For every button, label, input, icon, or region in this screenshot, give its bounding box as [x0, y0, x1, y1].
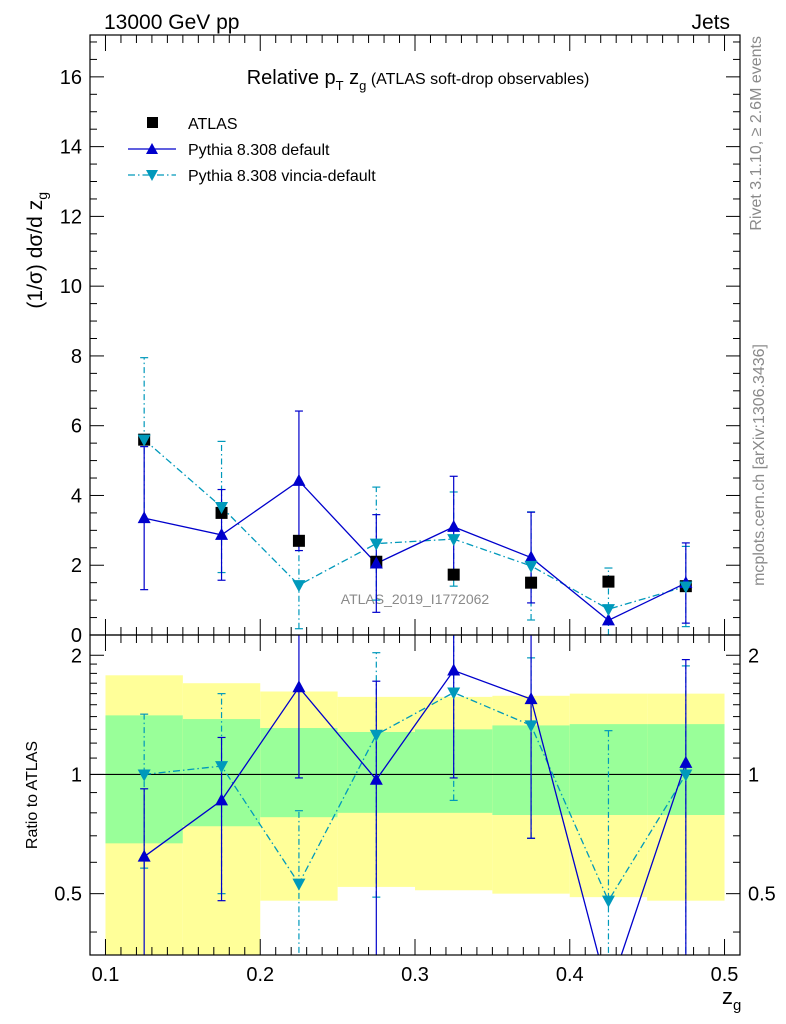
default-data-point — [601, 613, 615, 626]
default-data-point — [292, 473, 306, 486]
chart-title: Relative pT zg (ATLAS soft-drop observab… — [247, 67, 590, 93]
x-axis-ticks: 0.1 0.2 0.3 0.4 0.5 — [89, 35, 741, 986]
ratio-vincia-marker — [369, 729, 383, 742]
x-tick-label: 0.2 — [246, 964, 274, 986]
default-data-point — [215, 527, 229, 540]
legend-label-atlas: ATLAS — [188, 116, 238, 133]
legend-marker-atlas — [147, 117, 158, 128]
ratio-vincia-marker — [679, 769, 693, 782]
main-ytick-label: 6 — [71, 416, 82, 438]
ratio-default-line — [143, 669, 687, 955]
legend-label-pythia-vincia: Pythia 8.308 vincia-default — [188, 168, 376, 185]
vincia-data-point — [524, 560, 538, 573]
main-y-ticks: 0 2 4 6 8 10 12 14 16 — [60, 41, 740, 647]
main-ytick-label: 12 — [60, 206, 82, 228]
ratio-y-ticks: 0.5 0.5 1 1 2 2 — [54, 645, 776, 933]
vincia-data-point — [215, 501, 229, 514]
ratio-default-marker — [447, 663, 461, 676]
y-axis-label: (1/σ) dσ/d zg — [24, 192, 50, 309]
legend-marker-pythia-default — [146, 143, 158, 154]
vincia-data-point — [447, 534, 461, 547]
ratio-default-marker — [137, 849, 151, 862]
ratio-default-marker — [369, 772, 383, 785]
legend-label-pythia-default: Pythia 8.308 default — [188, 142, 330, 159]
ratio-data-layer — [137, 635, 693, 998]
atlas-data-point — [447, 568, 460, 581]
atlas-data-point — [292, 534, 305, 547]
ratio-vincia-marker — [137, 769, 151, 782]
ratio-ytick-label-right: 2 — [748, 645, 759, 667]
rivet-label: Rivet 3.1.10, ≥ 2.6M events — [748, 36, 765, 231]
vincia-series-line — [143, 439, 687, 610]
ratio-ytick-label: 1 — [71, 764, 82, 786]
ratio-vincia-marker — [524, 720, 538, 733]
header-left: 13000 GeV pp — [104, 11, 239, 34]
ratio-vincia-marker — [601, 895, 615, 908]
vincia-data-point — [369, 538, 383, 551]
vincia-data-point — [137, 434, 151, 447]
x-tick-label: 0.4 — [556, 964, 584, 986]
main-ytick-label: 10 — [60, 276, 82, 298]
ratio-ytick-label: 2 — [71, 645, 82, 667]
header-right: Jets — [691, 11, 730, 34]
analysis-watermark: ATLAS_2019_I1772062 — [341, 591, 490, 607]
vincia-data-point — [601, 604, 615, 617]
ratio-default-marker — [215, 793, 229, 806]
main-ytick-label: 4 — [71, 485, 82, 507]
ratio-default-marker — [524, 692, 538, 705]
default-series-line — [144, 479, 687, 622]
vincia-data-point — [679, 581, 693, 594]
main-data-layer — [137, 357, 693, 636]
main-panel: 0 2 4 6 8 10 12 14 16 Relative pT zg (ATLAS soft… — [24, 34, 741, 647]
main-ytick-label: 16 — [60, 67, 82, 89]
x-tick-label: 0.1 — [92, 964, 120, 986]
mcplots-label: mcplots.cern.ch [arXiv:1306.3436] — [751, 344, 768, 586]
ratio-vincia-marker — [447, 687, 461, 700]
ratio-vincia-marker — [215, 761, 229, 774]
vincia-data-point — [292, 580, 306, 593]
main-ytick-label: 8 — [71, 346, 82, 368]
default-data-point — [369, 556, 383, 569]
default-data-point — [524, 550, 538, 563]
main-ytick-label: 14 — [60, 137, 82, 159]
default-data-point — [137, 511, 151, 524]
ratio-ytick-label-right: 0.5 — [748, 884, 776, 906]
ratio-default-marker — [679, 755, 693, 768]
ratio-ytick-label-right: 1 — [748, 764, 759, 786]
legend-marker-pythia-vincia — [146, 170, 158, 181]
ratio-panel: 0.5 0.51 12 2 0.1 0.2 0.3 0.4 0.5 Ratio to ATLA… — [24, 35, 776, 1014]
default-data-point — [447, 519, 461, 532]
ratio-uncertainty-bands — [105, 675, 725, 955]
ratio-default-marker — [292, 680, 306, 693]
ratio-vincia-marker — [292, 878, 306, 891]
main-ytick-label: 2 — [71, 555, 82, 577]
ratio-default-marker — [602, 986, 615, 998]
x-tick-label: 0.5 — [711, 964, 739, 986]
main-ytick-label: 0 — [71, 625, 82, 647]
legend: ATLAS Pythia 8.308 default Pythia 8.308 … — [128, 116, 376, 185]
ratio-ytick-label: 0.5 — [54, 884, 82, 906]
atlas-data-point — [602, 575, 615, 588]
atlas-data-point — [525, 576, 538, 589]
x-axis-label: zg — [722, 984, 741, 1014]
x-tick-label: 0.3 — [401, 964, 429, 986]
ratio-y-axis-label: Ratio to ATLAS — [24, 741, 41, 849]
